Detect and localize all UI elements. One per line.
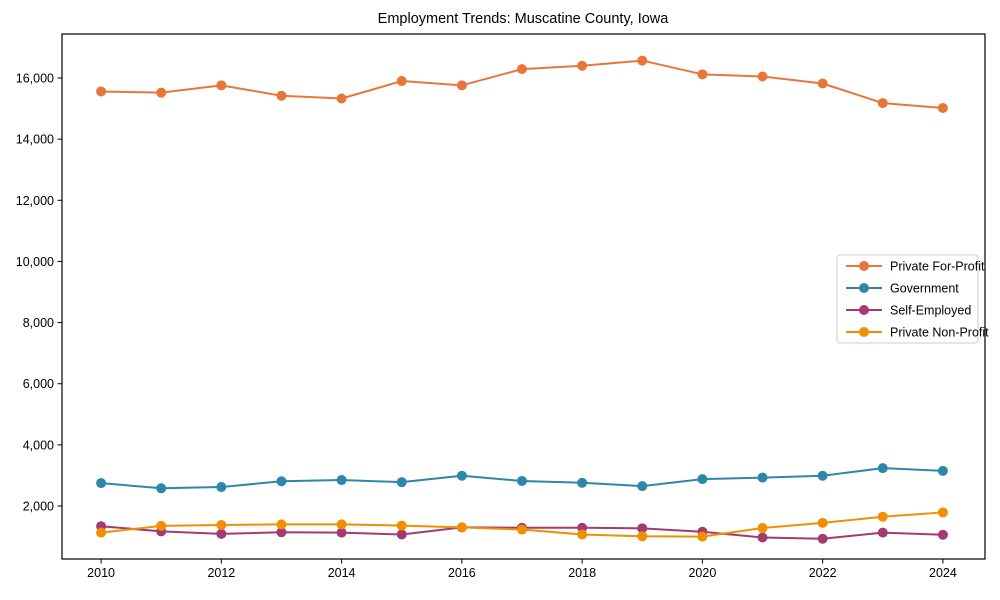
data-point [577, 60, 588, 71]
legend-label: Government [890, 282, 959, 296]
data-point [937, 507, 948, 518]
x-tick-label: 2020 [688, 566, 716, 580]
data-point [637, 523, 648, 534]
data-point [276, 519, 287, 530]
data-point [516, 475, 527, 486]
data-point [937, 529, 948, 540]
data-point [817, 517, 828, 528]
data-point [877, 511, 888, 522]
data-point [516, 524, 527, 535]
legend-item-self-employed: Self-Employed [846, 304, 971, 318]
x-tick-label: 2018 [568, 566, 596, 580]
data-point [96, 527, 107, 538]
x-tick-label: 2012 [207, 566, 235, 580]
data-point [637, 55, 648, 66]
data-point [336, 475, 347, 486]
data-point [276, 90, 287, 101]
x-axis: 2010 2012 2014 2016 2018 2020 2022 2024 [87, 559, 957, 580]
x-tick-label: 2016 [448, 566, 476, 580]
y-axis: 2,000 4,000 6,000 8,000 10,000 12,000 14,000 16… [16, 71, 62, 514]
y-tick-label: 14,000 [16, 133, 54, 147]
data-point [877, 463, 888, 474]
data-point [577, 529, 588, 540]
legend-item-government: Government [846, 282, 959, 296]
chart-title: Employment Trends: Muscatine County, Iow… [378, 11, 670, 27]
legend-marker [859, 283, 869, 293]
data-point [216, 528, 227, 539]
x-tick-label: 2022 [809, 566, 837, 580]
legend: Private For-Profit Government Self-Employe… [836, 254, 989, 344]
plot-border [61, 33, 986, 560]
data-point [156, 87, 167, 98]
data-point [96, 86, 107, 97]
y-tick-label: 12,000 [16, 194, 54, 208]
data-point [757, 71, 768, 82]
data-point [637, 481, 648, 492]
legend-label: Self-Employed [890, 304, 971, 318]
data-point [877, 527, 888, 538]
data-point [456, 522, 467, 533]
data-point [276, 527, 287, 538]
data-point [697, 474, 708, 485]
data-point [216, 482, 227, 493]
data-point [96, 478, 107, 489]
data-point [757, 532, 768, 543]
data-point [697, 69, 708, 80]
data-point [216, 519, 227, 530]
legend-item-private-for-profit: Private For-Profit [846, 260, 985, 274]
data-point [877, 98, 888, 109]
plot-area: 2010 2012 2014 2016 2018 2020 2022 2024 2,000 4,0… [16, 33, 989, 580]
data-point [396, 529, 407, 540]
x-tick-label: 2014 [328, 566, 356, 580]
data-point [516, 64, 527, 75]
legend-marker [859, 305, 869, 315]
legend-marker [859, 261, 869, 271]
data-point [937, 465, 948, 476]
data-point [156, 520, 167, 531]
data-point [456, 470, 467, 481]
legend-label: Private For-Profit [890, 260, 985, 274]
legend-item-private-non-profit: Private Non-Profit [846, 326, 989, 340]
y-tick-label: 6,000 [23, 377, 54, 391]
data-point [757, 523, 768, 534]
data-point [396, 477, 407, 488]
data-point [396, 76, 407, 87]
data-point [817, 470, 828, 481]
y-tick-label: 4,000 [23, 438, 54, 452]
series-government [96, 463, 948, 494]
x-tick-label: 2010 [87, 566, 115, 580]
data-point [577, 477, 588, 488]
y-tick-label: 8,000 [23, 316, 54, 330]
data-point [697, 531, 708, 542]
data-point [336, 527, 347, 538]
legend-box [836, 254, 979, 344]
data-point [637, 531, 648, 542]
x-tick-label: 2024 [929, 566, 957, 580]
series-private-for-profit [96, 55, 948, 113]
data-point [336, 519, 347, 530]
data-point [456, 80, 467, 91]
y-tick-label: 10,000 [16, 255, 54, 269]
series-private-non-profit [96, 507, 948, 542]
data-point [216, 80, 227, 91]
data-point [336, 93, 347, 104]
legend-marker [859, 327, 869, 337]
data-point [757, 472, 768, 483]
data-point [396, 520, 407, 531]
data-point [276, 476, 287, 487]
y-tick-label: 2,000 [23, 500, 54, 514]
legend-label: Private Non-Profit [890, 326, 989, 340]
data-point [817, 78, 828, 89]
y-tick-label: 16,000 [16, 71, 54, 85]
data-point [817, 533, 828, 544]
data-point [156, 483, 167, 494]
data-point [937, 102, 948, 113]
